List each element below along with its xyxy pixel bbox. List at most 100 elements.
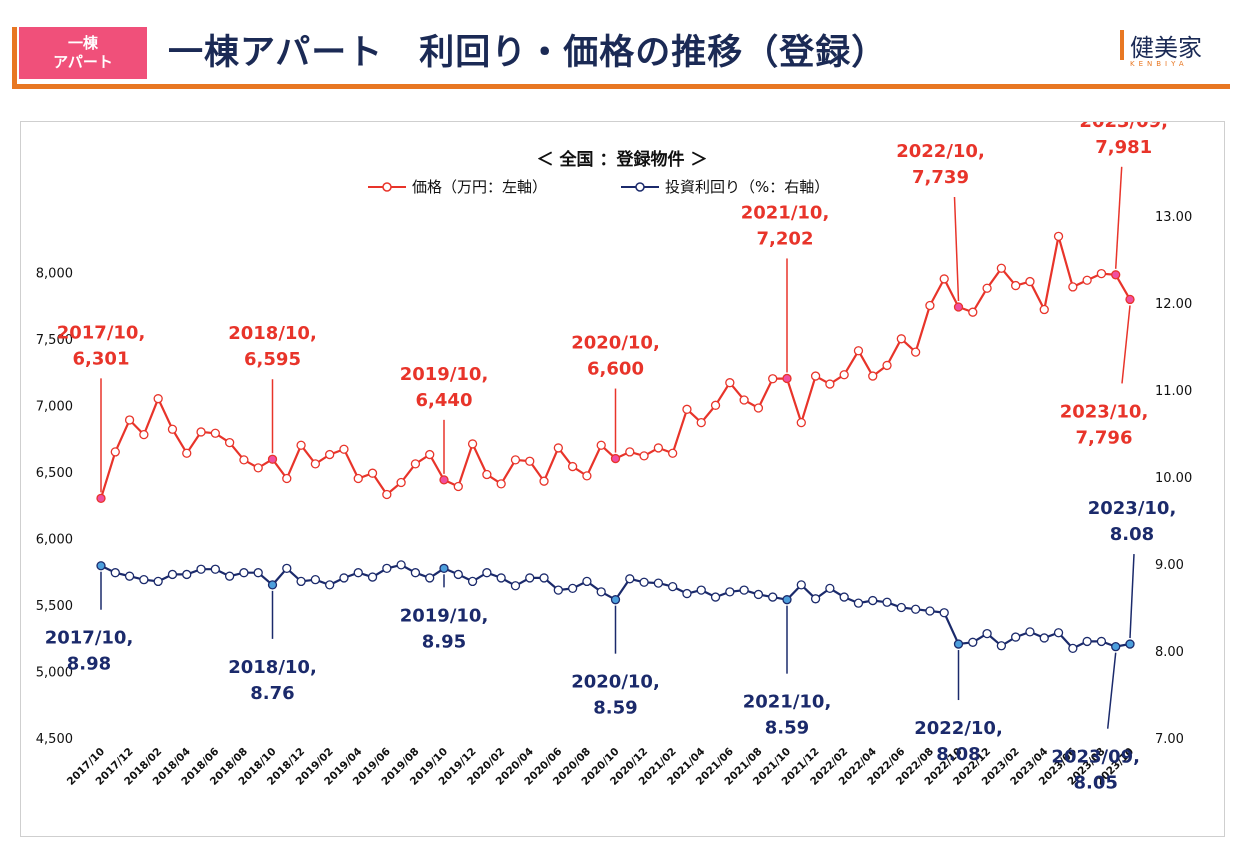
yield-annotation-label-value: 8.59 <box>765 718 809 739</box>
kenbiya-logo: 健美家 KENBIYA <box>1120 28 1230 74</box>
price-annotation-leader-line <box>1121 305 1131 384</box>
right-axis-tick-label: 10.00 <box>1155 471 1192 486</box>
price-annotation-label-value: 7,796 <box>1076 427 1133 448</box>
left-axis-tick-label: 5,000 <box>36 665 73 680</box>
legend-price-marker <box>382 182 392 192</box>
yield-annotation-label-date: 2022/10, <box>914 718 1003 739</box>
price-point <box>310 459 321 469</box>
price-annotation-label-value: 6,600 <box>587 359 644 380</box>
yield-point <box>1039 633 1049 643</box>
yield-point <box>882 597 892 607</box>
price-annotation-leader-line <box>1114 166 1123 269</box>
price-point <box>682 404 692 414</box>
yield-point <box>1011 632 1021 642</box>
yield-point <box>596 587 606 597</box>
price-annotation-label-value: 6,595 <box>244 349 301 370</box>
price-point <box>910 347 921 357</box>
price-annotation-label-date: 2022/10, <box>896 141 985 162</box>
price-point <box>410 459 421 469</box>
yield-point <box>796 580 806 590</box>
yield-annotation-label-date: 2020/10, <box>571 672 660 693</box>
price-point <box>953 302 964 312</box>
logo-text: 健美家 <box>1130 34 1202 62</box>
yield-annotation-label-value: 8.95 <box>422 631 466 652</box>
yield-point <box>482 568 492 578</box>
price-point <box>396 477 406 488</box>
price-point <box>139 429 149 440</box>
price-point <box>267 454 278 464</box>
yield-point <box>353 568 363 578</box>
yield-point <box>582 576 592 587</box>
right-axis-tick-label: 11.00 <box>1155 384 1192 399</box>
yield-point <box>196 564 206 574</box>
left-axis-tick-label: 6,000 <box>36 532 73 547</box>
yield-point <box>210 564 220 574</box>
yield-point <box>653 578 664 588</box>
price-annotation-label-date: 2019/10, <box>400 364 489 385</box>
price-point <box>710 400 721 410</box>
price-point <box>768 374 778 384</box>
yield-point <box>96 561 106 571</box>
yield-point <box>510 581 521 591</box>
yield-annotation-label-value: 8.08 <box>936 744 980 765</box>
yield-point <box>296 576 306 587</box>
right-axis-tick-label: 13.00 <box>1155 210 1192 225</box>
price-point <box>367 468 378 478</box>
price-annotation-label-date: 2020/10, <box>571 333 660 354</box>
price-point <box>610 453 621 464</box>
badge-line1: 一棟 <box>67 34 98 52</box>
price-point <box>425 449 435 460</box>
yield-point <box>367 572 378 582</box>
yield-point <box>1053 628 1064 638</box>
yield-point <box>1096 636 1107 647</box>
yield-point <box>868 595 878 606</box>
price-point <box>153 394 163 404</box>
price-point <box>467 439 478 449</box>
yield-point <box>110 568 120 578</box>
price-point <box>653 443 664 453</box>
price-point <box>596 440 606 450</box>
yield-point <box>1111 642 1121 652</box>
legend-yield-label: 投資利回り（%：右軸） <box>665 178 829 196</box>
right-axis-tick-label: 9.00 <box>1155 558 1184 573</box>
price-point <box>625 447 635 457</box>
yield-point <box>410 568 421 578</box>
yield-point <box>382 563 392 574</box>
yield-point <box>239 568 249 578</box>
category-badge: 一棟 アパート <box>19 27 147 79</box>
yield-point <box>496 573 506 583</box>
header-accent-bar <box>12 27 17 85</box>
price-point <box>382 489 392 500</box>
price-point <box>325 449 335 460</box>
price-point <box>282 473 292 484</box>
price-point <box>210 428 220 438</box>
price-point <box>1068 282 1078 292</box>
price-point <box>1025 276 1035 287</box>
legend-yield-marker <box>635 182 645 192</box>
price-point <box>582 471 592 481</box>
page-title: 一棟アパート 利回り・価格の推移（登録） <box>168 33 888 73</box>
badge-line2: アパート <box>53 53 113 71</box>
price-point <box>196 427 206 437</box>
price-point <box>939 274 949 284</box>
legend-price-label: 価格（万円：左軸） <box>412 178 547 196</box>
yield-point <box>439 563 449 574</box>
price-point <box>996 263 1007 273</box>
logo-subtext: KENBIYA <box>1130 60 1188 68</box>
yield-point <box>982 628 992 639</box>
yield-point <box>739 585 749 595</box>
price-point <box>124 415 135 425</box>
yield-annotation-label-date: 2021/10, <box>743 692 832 713</box>
yield-point <box>567 583 578 594</box>
left-axis-tick-label: 5,500 <box>36 599 73 614</box>
yield-point <box>1082 636 1092 647</box>
price-point <box>239 455 249 465</box>
price-point <box>753 403 764 413</box>
yield-point <box>282 563 292 574</box>
price-point <box>353 473 363 484</box>
price-annotation-label-date: 2017/10, <box>57 322 146 343</box>
yield-point <box>939 608 949 618</box>
yield-annotation-label-value: 8.08 <box>1110 524 1154 545</box>
chart-title: ＜ 全国 ：登録物件 ＞ <box>537 149 708 170</box>
price-point <box>810 371 821 381</box>
